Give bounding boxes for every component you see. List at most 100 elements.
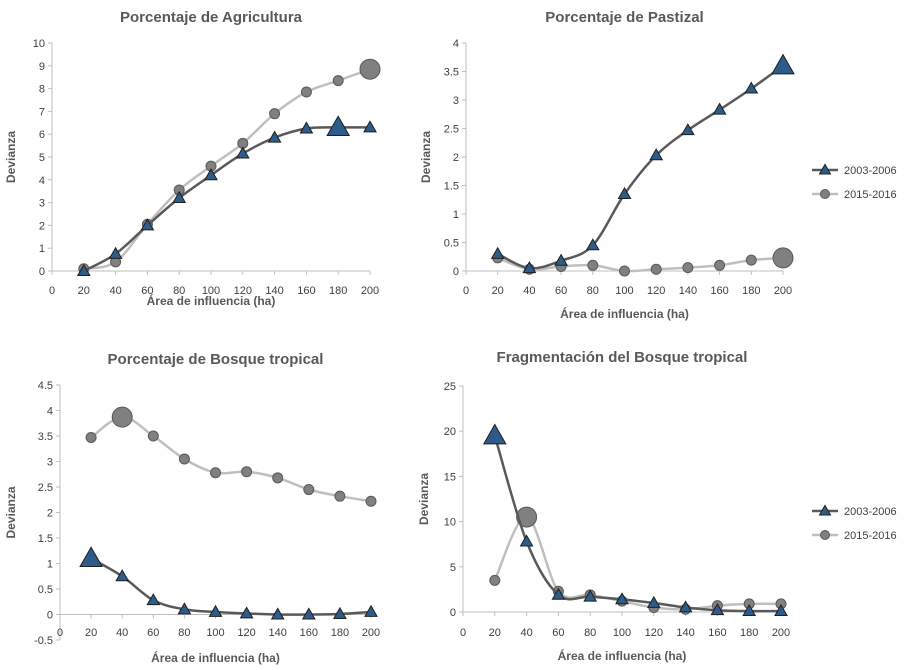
data-point-2003-2006 <box>649 148 664 161</box>
data-point-2003-2006 <box>771 53 795 75</box>
y-tick-label: 7 <box>39 106 45 118</box>
series-line-2015-2016 <box>497 256 784 273</box>
data-point-2015-2016 <box>682 262 694 274</box>
x-tick-label: 100 <box>615 285 633 297</box>
legend-marker-circle <box>820 530 830 540</box>
data-point-2015-2016 <box>241 466 253 478</box>
x-tick-label: 180 <box>740 627 758 639</box>
y-tick-label: 9 <box>39 61 45 73</box>
legend-label: 2003-2006 <box>844 165 897 177</box>
y-axis-title: Devianza <box>4 131 18 183</box>
data-point-2003-2006 <box>332 606 347 619</box>
x-tick-label: 140 <box>679 285 697 297</box>
x-tick-label: 120 <box>234 285 252 297</box>
x-axis-title: Área de influencia (ha) <box>151 650 280 665</box>
data-point-2003-2006 <box>299 121 314 134</box>
chart-title: Porcentaje de Agricultura <box>120 9 303 26</box>
data-point-2003-2006 <box>204 168 218 181</box>
legend-marker-triangle <box>818 504 832 516</box>
data-point-2003-2006 <box>76 263 91 276</box>
x-tick-label: 20 <box>85 627 97 639</box>
x-tick-label: 160 <box>297 285 315 297</box>
data-point-2015-2016 <box>489 574 501 586</box>
y-tick-label: 3.5 <box>38 431 53 443</box>
data-point-2003-2006 <box>490 246 505 259</box>
y-tick-label: 4 <box>47 406 53 418</box>
y-tick-label: 3 <box>39 198 45 210</box>
legend-label: 2003-2006 <box>844 506 897 518</box>
data-point-2003-2006 <box>585 238 600 251</box>
y-tick-label: 15 <box>444 471 456 483</box>
x-tick-label: 0 <box>57 627 63 639</box>
y-tick-label: 1.5 <box>38 533 53 545</box>
x-tick-label: 80 <box>178 627 190 639</box>
data-point-2003-2006 <box>551 587 566 600</box>
data-point-2003-2006 <box>208 604 223 617</box>
x-tick-label: 20 <box>489 627 501 639</box>
data-point-2015-2016 <box>303 484 315 496</box>
x-tick-label: 140 <box>676 627 694 639</box>
data-point-2015-2016 <box>772 247 794 269</box>
y-axis-title: Devianza <box>417 473 431 525</box>
data-point-2003-2006 <box>583 589 598 602</box>
x-tick-label: 180 <box>742 285 760 297</box>
x-tick-label: 200 <box>772 627 790 639</box>
y-tick-label: 0 <box>450 607 456 619</box>
x-tick-label: 160 <box>710 285 728 297</box>
data-point-2003-2006 <box>177 602 192 615</box>
x-tick-label: 0 <box>463 285 469 297</box>
data-point-2003-2006 <box>363 120 377 133</box>
x-tick-label: 20 <box>492 285 504 297</box>
x-tick-label: 120 <box>647 285 665 297</box>
series-line-2003-2006 <box>90 557 372 616</box>
y-tick-label: 10 <box>33 38 45 50</box>
data-point-2015-2016 <box>714 259 726 271</box>
chart-title: Fragmentación del Bosque tropical <box>497 349 748 366</box>
y-tick-label: 20 <box>444 426 456 438</box>
data-point-2003-2006 <box>617 186 632 200</box>
data-point-2003-2006 <box>646 595 661 608</box>
data-point-2003-2006 <box>519 534 534 547</box>
data-point-2003-2006 <box>615 592 629 605</box>
data-point-2015-2016 <box>332 75 344 87</box>
legend-marker-triangle <box>818 163 832 175</box>
chart-title: Porcentaje de Bosque tropical <box>108 351 324 368</box>
data-point-2003-2006 <box>79 546 103 567</box>
y-tick-label: 0 <box>47 610 53 622</box>
y-tick-label: 0 <box>39 266 45 278</box>
data-point-2003-2006 <box>270 607 285 620</box>
x-tick-label: 180 <box>329 285 347 297</box>
y-tick-label: 10 <box>444 517 456 529</box>
x-tick-label: 100 <box>202 285 220 297</box>
data-point-2003-2006 <box>774 603 788 617</box>
x-axis-title: Área de influencia (ha) <box>560 306 689 321</box>
data-point-2003-2006 <box>742 603 757 617</box>
y-tick-label: 5 <box>450 562 456 574</box>
data-point-2003-2006 <box>710 603 725 616</box>
y-tick-label: 8 <box>39 84 45 96</box>
y-tick-label: 2 <box>47 508 53 520</box>
data-point-2003-2006 <box>239 606 254 619</box>
x-tick-label: 60 <box>147 627 159 639</box>
data-point-2003-2006 <box>172 190 187 203</box>
x-tick-label: 120 <box>237 627 255 639</box>
legend: 2003-2006 2015-2016 <box>812 504 897 542</box>
chart-title: Porcentaje de Pastizal <box>545 9 703 26</box>
x-tick-label: 80 <box>173 285 185 297</box>
y-tick-label: 1 <box>47 559 53 571</box>
x-tick-label: 40 <box>109 285 121 297</box>
data-point-2015-2016 <box>178 453 190 465</box>
x-tick-label: 200 <box>774 285 792 297</box>
chart-panel-2: Porcentaje de Pastizal00.511.522.533.540… <box>419 9 897 321</box>
x-tick-label: 20 <box>78 285 90 297</box>
data-point-2003-2006 <box>108 246 123 259</box>
x-tick-label: 160 <box>300 627 318 639</box>
x-tick-label: 80 <box>587 285 599 297</box>
y-axis-title: Devianza <box>419 131 433 183</box>
y-tick-label: 3.5 <box>444 67 459 79</box>
y-tick-label: 1.5 <box>444 181 459 193</box>
y-tick-label: 4 <box>453 38 459 50</box>
y-tick-label: 1 <box>39 243 45 255</box>
